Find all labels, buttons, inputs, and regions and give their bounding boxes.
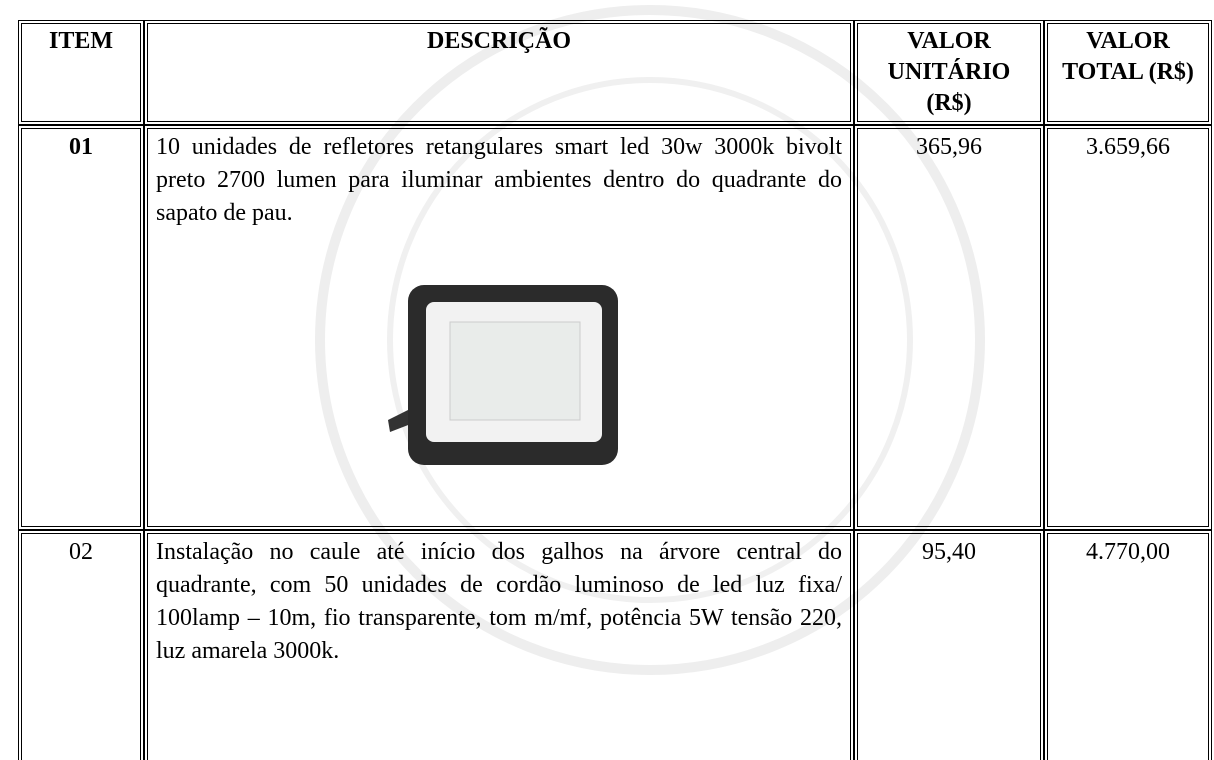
row: 01 10 unidades de refletores retangulare… [18, 125, 1212, 530]
description: 10 unidades de refletores retangulares s… [156, 134, 842, 226]
header-cell: DESCRIÇÃO [144, 20, 854, 125]
unit-value-cell: 95,40 [854, 530, 1044, 760]
total-value-cell: 3.659,66 [1044, 125, 1212, 530]
header-row: ITEM DESCRIÇÃO VALOR UNITÁRIO (R$) VALOR… [18, 20, 1212, 125]
header-cell: VALOR TOTAL (R$) [1044, 20, 1212, 125]
budget-table: ITEM DESCRIÇÃO VALOR UNITÁRIO (R$) VALOR… [18, 20, 1212, 760]
item-cell: 01 [18, 125, 144, 530]
total-value-cell: 4.770,00 [1044, 530, 1212, 760]
item-cell: 02 [18, 530, 144, 760]
header-cell: ITEM [18, 20, 144, 125]
unit-value-cell: 365,96 [854, 125, 1044, 530]
header-cell: VALOR UNITÁRIO (R$) [854, 20, 1044, 125]
description-cell: 10 unidades de refletores retangulares s… [144, 125, 854, 530]
description-cell: Instalação no caule até início dos galho… [144, 530, 854, 760]
row: 02 Instalação no caule até início dos ga… [18, 530, 1212, 760]
floodlight-image [388, 285, 618, 465]
